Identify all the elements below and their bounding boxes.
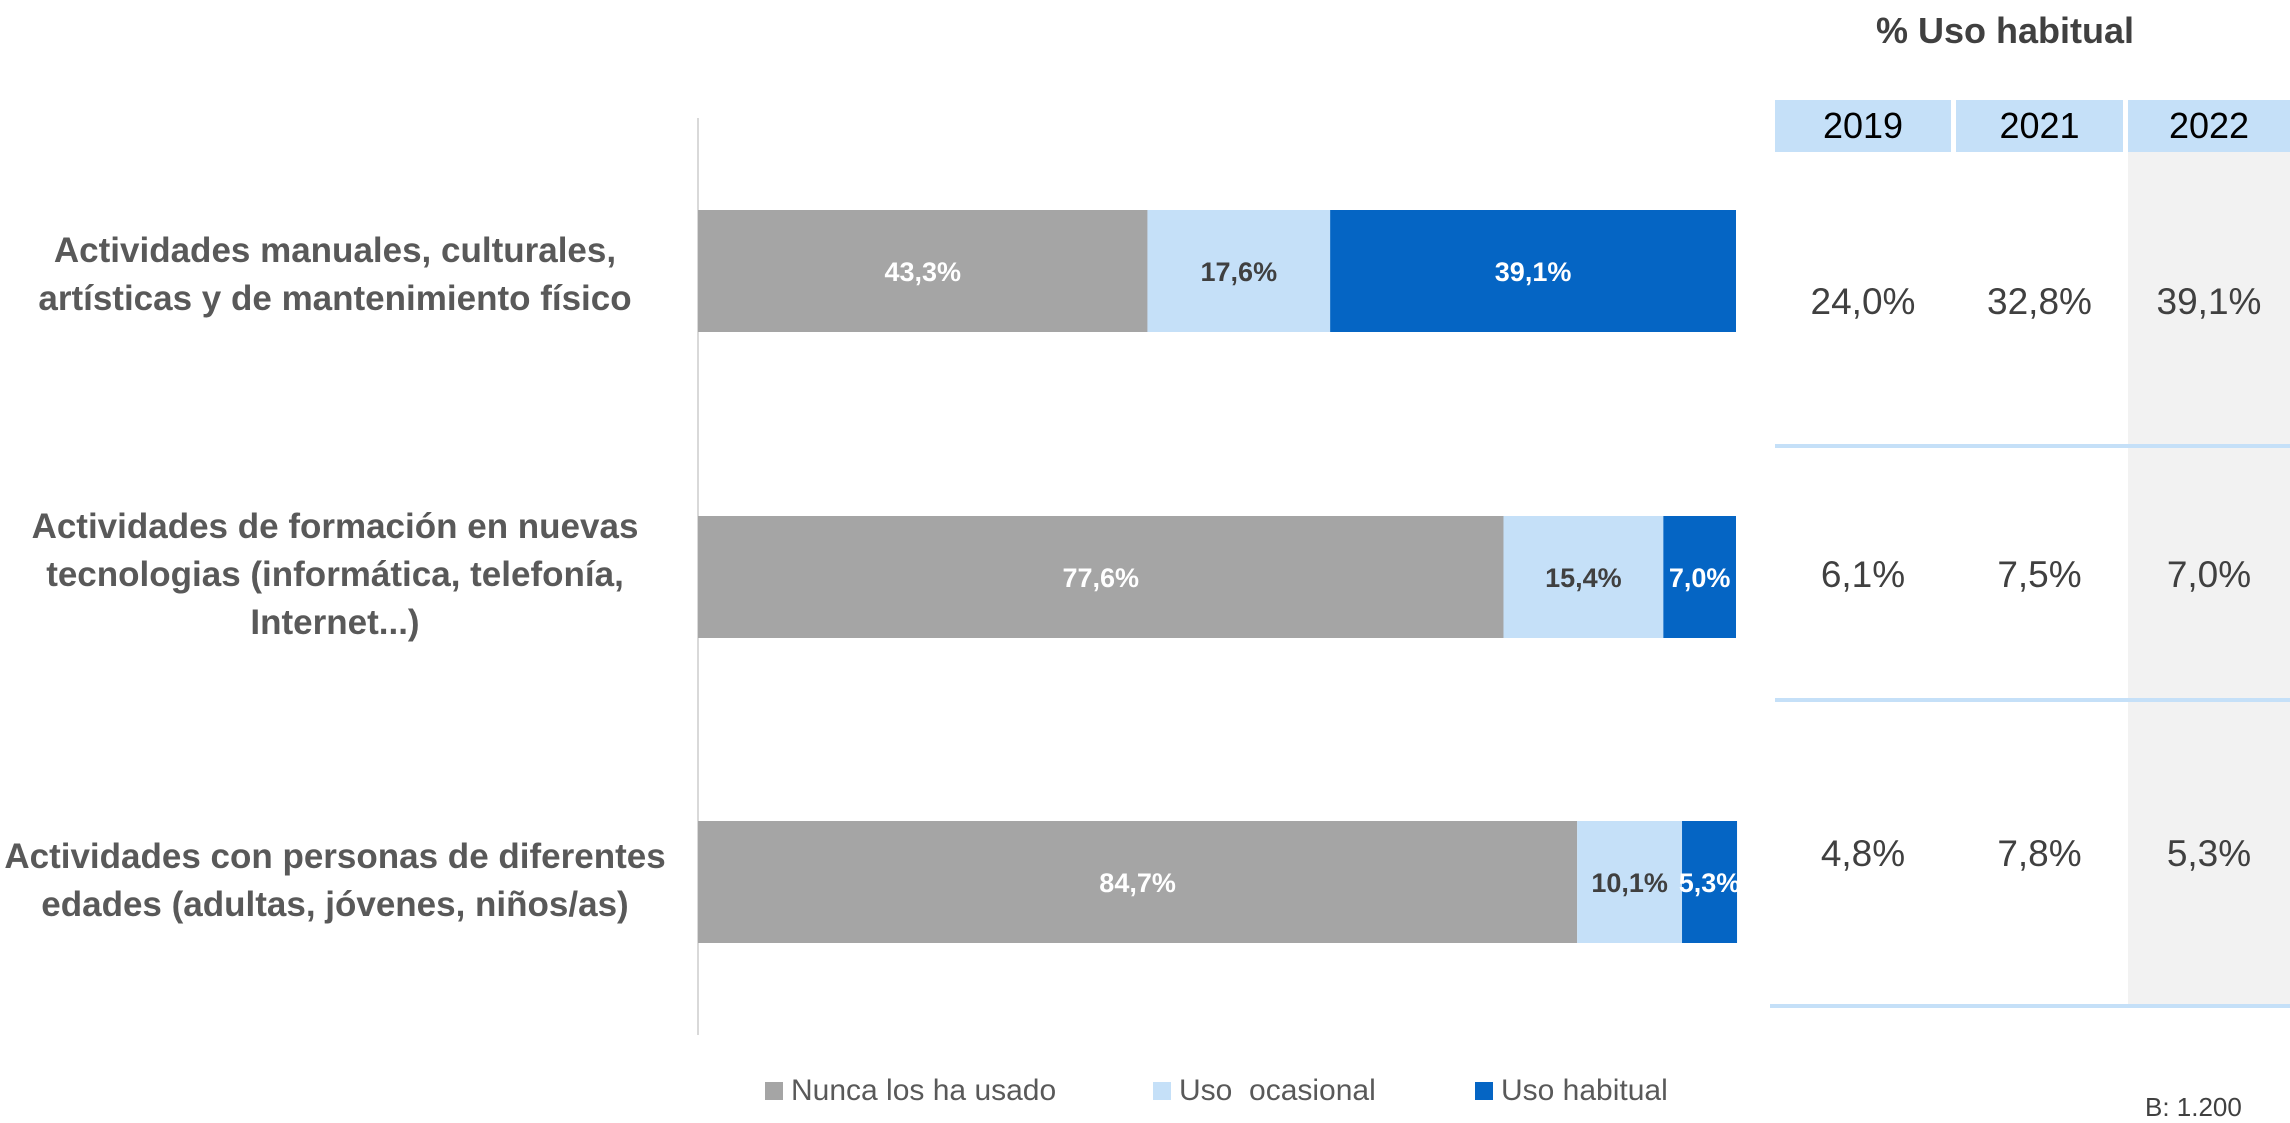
- bar-segment: [1682, 821, 1738, 943]
- table-cell: 4,8%: [1820, 833, 1906, 874]
- legend-swatch-habitual: [1475, 1082, 1493, 1100]
- table-row-divider: [1770, 1004, 2290, 1008]
- year-header-2019: 2019: [1775, 100, 1951, 152]
- legend-item-nunca: Nunca los ha usado: [765, 1074, 1056, 1108]
- table-cell: 32,8%: [1987, 281, 2092, 322]
- table-cell: 6,1%: [1820, 554, 1906, 595]
- category-label-edades: Actividades con personas de diferentes e…: [4, 837, 666, 924]
- legend-label-ocasional: Uso ocasional: [1179, 1074, 1376, 1107]
- data-label: 5,3%: [1679, 868, 1741, 898]
- bar-segment: [1503, 516, 1664, 638]
- data-label: 15,4%: [1545, 563, 1622, 593]
- data-label: 77,6%: [1062, 563, 1139, 593]
- bar-segment: [1330, 210, 1736, 332]
- legend-item-habitual: Uso habitual: [1475, 1074, 1668, 1108]
- year-header-2022: 2022: [2128, 100, 2290, 152]
- legend-swatch-ocasional: [1153, 1082, 1171, 1100]
- data-label: 17,6%: [1201, 257, 1278, 287]
- data-label: 84,7%: [1099, 868, 1176, 898]
- category-label-tecnologias: Actividades de formación en nuevas tecno…: [31, 507, 639, 642]
- legend-swatch-nunca: [765, 1082, 783, 1100]
- data-label: 39,1%: [1495, 257, 1572, 287]
- data-label: 7,0%: [1669, 563, 1731, 593]
- column-2022-shade: [2128, 152, 2290, 1007]
- table-cell: 7,5%: [1997, 554, 2082, 595]
- sample-size-note: B: 1.200: [2145, 1092, 2242, 1122]
- table-row-divider: [1775, 698, 2290, 702]
- table-title: % Uso habitual: [1875, 10, 2135, 51]
- table-cell: 7,8%: [1997, 833, 2082, 874]
- year-header-2021: 2021: [1956, 100, 2123, 152]
- bar-segment: [698, 821, 1578, 943]
- table-cell: 7,0%: [2166, 554, 2252, 595]
- category-label-manuales: Actividades manuales, culturales, artíst…: [38, 231, 632, 318]
- table-cell: 39,1%: [2156, 281, 2262, 322]
- data-label: 10,1%: [1591, 868, 1668, 898]
- legend-label-nunca: Nunca los ha usado: [791, 1074, 1057, 1107]
- bar-segment: [698, 516, 1504, 638]
- table-cell: 24,0%: [1810, 281, 1916, 322]
- bar-segment: [1147, 210, 1331, 332]
- legend-item-ocasional: Uso ocasional: [1153, 1074, 1376, 1108]
- table-cell: 5,3%: [2166, 833, 2252, 874]
- table-row-divider: [1775, 444, 2290, 448]
- legend-label-habitual: Uso habitual: [1501, 1074, 1668, 1107]
- bar-segment: [1577, 821, 1683, 943]
- bar-segment: [698, 210, 1148, 332]
- data-label: 43,3%: [884, 257, 961, 287]
- bar-segment: [1663, 516, 1736, 638]
